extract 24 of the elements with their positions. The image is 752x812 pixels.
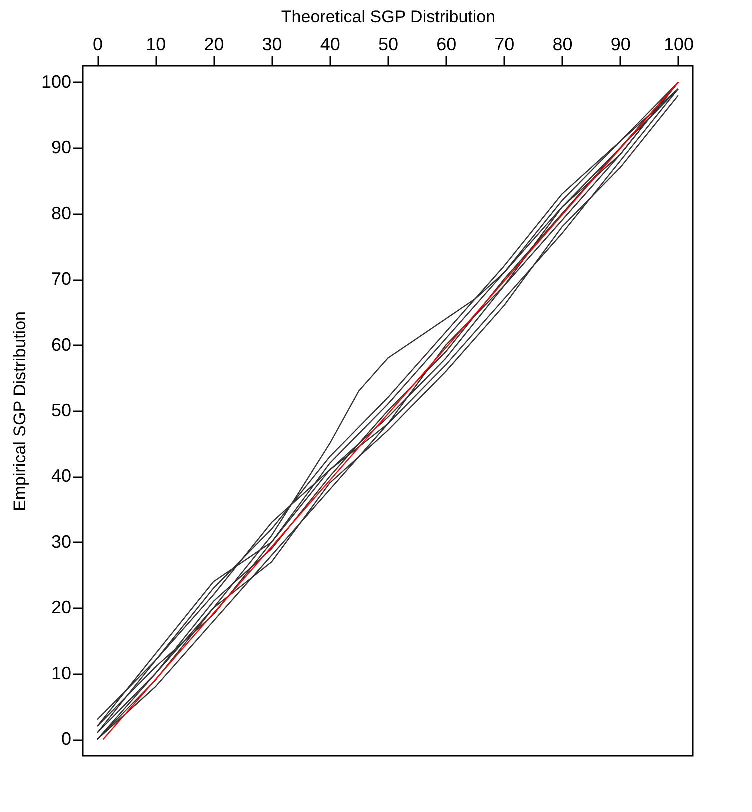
x-tick-label: 50 [378, 34, 399, 54]
x-tick-label: 40 [320, 34, 340, 54]
x-axis-title: Theoretical SGP Distribution [281, 8, 496, 26]
x-tick-label: 80 [552, 34, 573, 54]
y-tick-label: 70 [51, 269, 72, 290]
x-tick-label: 30 [262, 34, 282, 54]
y-tick-label: 0 [61, 729, 72, 750]
y-tick-label: 20 [51, 598, 72, 618]
y-tick-label: 60 [51, 334, 72, 355]
y-tick-label: 40 [51, 466, 72, 486]
y-tick-label: 30 [51, 532, 72, 552]
y-tick-label: 10 [51, 663, 72, 684]
x-tick-label: 70 [494, 34, 515, 54]
y-tick-label: 90 [51, 138, 72, 158]
y-axis-title: Empirical SGP Distribution [10, 312, 30, 512]
x-tick-label: 100 [664, 34, 694, 54]
x-tick-label: 0 [93, 34, 104, 54]
x-tick-label: 90 [610, 34, 631, 54]
y-tick-label: 50 [51, 400, 72, 420]
x-tick-label: 20 [204, 34, 224, 54]
x-tick-label: 60 [436, 34, 457, 54]
y-tick-label: 80 [51, 203, 72, 224]
x-tick-label: 10 [146, 34, 166, 54]
y-tick-label: 100 [41, 72, 72, 92]
